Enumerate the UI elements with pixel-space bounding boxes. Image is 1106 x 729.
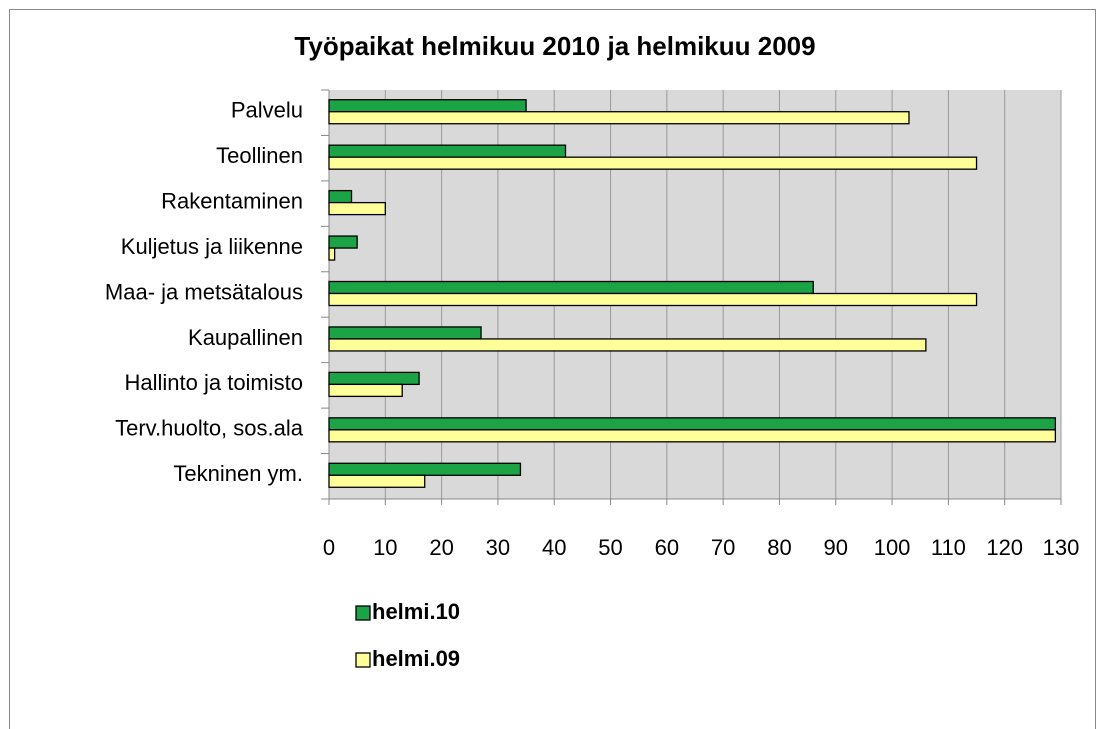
x-tick-label: 10 xyxy=(373,535,397,560)
bar xyxy=(328,292,978,307)
legend-swatch xyxy=(355,605,371,621)
legend-label: helmi.09 xyxy=(372,646,460,671)
bar xyxy=(328,383,403,398)
bar xyxy=(328,280,814,295)
x-tick-label: 80 xyxy=(767,535,791,560)
bar xyxy=(328,201,386,216)
x-tick-label: 60 xyxy=(655,535,679,560)
bar xyxy=(328,111,910,125)
x-tick-label: 0 xyxy=(323,535,335,560)
bar xyxy=(328,371,420,386)
bar xyxy=(328,462,522,476)
bar xyxy=(328,156,978,170)
x-tick-label: 50 xyxy=(598,535,622,560)
bar xyxy=(328,429,1057,443)
x-tick-label: 90 xyxy=(824,535,848,560)
y-tick-label: Palvelu xyxy=(231,98,303,123)
x-tick-label: 130 xyxy=(1043,535,1080,560)
x-tick-label: 110 xyxy=(931,535,966,560)
chart-title: Työpaikat helmikuu 2010 ja helmikuu 2009 xyxy=(294,31,815,61)
x-tick-label: 120 xyxy=(986,535,1023,560)
bar xyxy=(328,99,527,113)
y-tick-label: Kaupallinen xyxy=(188,325,303,350)
x-tick-label: 20 xyxy=(429,535,453,560)
bar xyxy=(328,474,426,488)
y-tick-label: Hallinto ja toimisto xyxy=(124,370,303,395)
bar xyxy=(328,326,482,340)
y-tick-label: Maa- ja metsätalous xyxy=(105,279,303,304)
legend-swatch xyxy=(355,652,371,668)
x-tick-label: 30 xyxy=(486,535,510,560)
bar xyxy=(328,235,358,249)
bar xyxy=(328,189,353,204)
y-tick-label: Tekninen ym. xyxy=(173,461,303,486)
x-tick-label: 40 xyxy=(542,535,566,560)
x-tick-label: 70 xyxy=(711,535,735,560)
bar xyxy=(328,417,1057,431)
legend-label: helmi.10 xyxy=(372,599,460,624)
y-tick-label: Rakentaminen xyxy=(161,188,303,213)
y-tick-label: Teollinen xyxy=(216,143,303,168)
y-tick-label: Kuljetus ja liikenne xyxy=(121,234,303,259)
bar xyxy=(328,247,336,261)
y-tick-label: Terv.huolto, sos.ala xyxy=(115,416,304,441)
x-tick-label: 100 xyxy=(874,535,911,560)
bar xyxy=(328,144,567,158)
bar xyxy=(328,338,927,352)
